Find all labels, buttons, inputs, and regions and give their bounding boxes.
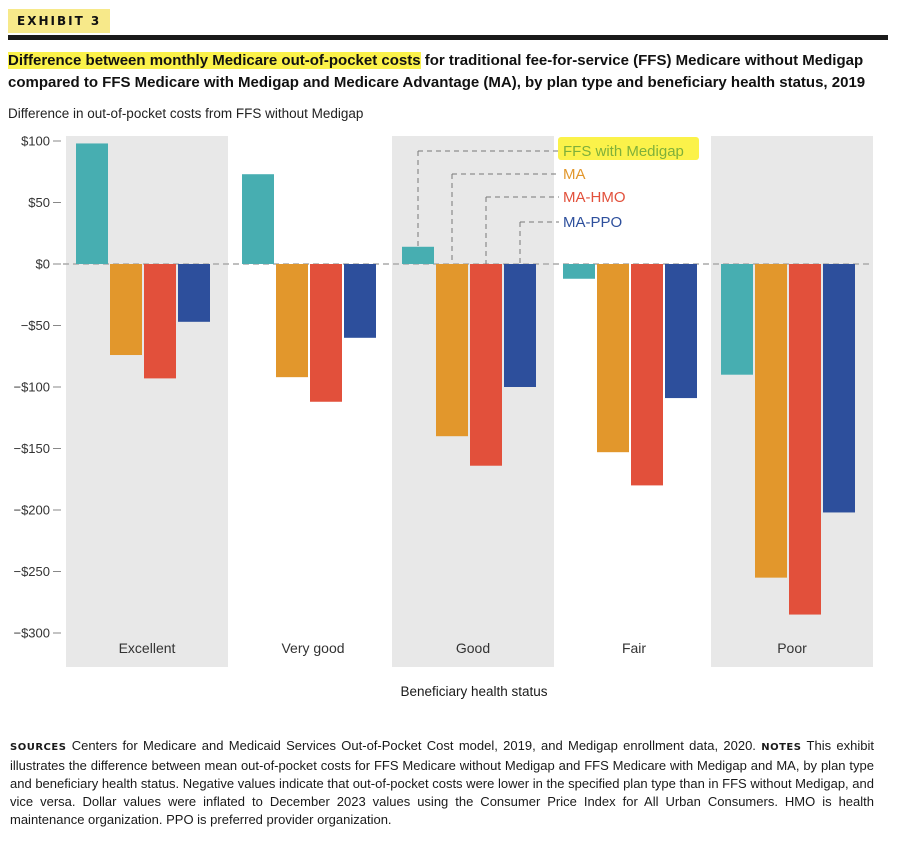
- bar-ffs-with-medigap-poor: [721, 264, 753, 375]
- exhibit-label: EXHIBIT 3: [8, 9, 111, 33]
- category-label: Very good: [281, 640, 344, 656]
- bar-ffs-with-medigap-good: [402, 246, 434, 264]
- title-rest: for traditional fee-for-service (FFS) Me…: [8, 52, 866, 91]
- y-tick-label: −$300: [13, 626, 50, 641]
- legend-label-ffs-with-medigap: FFS with Medigap: [563, 143, 684, 160]
- bar-ma-very-good: [276, 264, 308, 378]
- bar-ma-hmo-very-good: [310, 264, 342, 402]
- notes-label: NOTES: [761, 742, 802, 753]
- chart-subtitle: Difference in out-of-pocket costs from F…: [8, 106, 364, 121]
- y-tick-label: $50: [28, 195, 50, 210]
- title-highlight: Difference between monthly Medicare out-…: [8, 52, 421, 69]
- y-tick-label: −$200: [13, 503, 50, 518]
- bars: [76, 143, 855, 615]
- category-label: Good: [456, 640, 490, 656]
- y-tick-label: −$50: [21, 318, 50, 333]
- legend-label-ma-ppo: MA-PPO: [563, 214, 622, 231]
- bar-ma-ppo-very-good: [344, 264, 376, 338]
- y-tick-label: $100: [21, 134, 50, 149]
- bar-ma-hmo-good: [470, 264, 502, 466]
- legend-label-ma: MA: [563, 166, 586, 183]
- chart-title: Difference between monthly Medicare out-…: [8, 50, 888, 94]
- bar-ffs-with-medigap-excellent: [76, 143, 108, 264]
- category-label: Fair: [622, 640, 646, 656]
- bar-ma-hmo-fair: [631, 264, 663, 486]
- bar-ma-ppo-excellent: [178, 264, 210, 322]
- category-label: Poor: [777, 640, 807, 656]
- bar-ma-good: [436, 264, 468, 437]
- category-labels: Excellent Very good Good Fair Poor: [119, 640, 808, 656]
- sources-notes: SOURCES Centers for Medicare and Medicai…: [10, 737, 874, 829]
- legend-highlight: [558, 137, 699, 160]
- header-rule: [8, 35, 888, 40]
- category-label: Excellent: [119, 640, 176, 656]
- legend-callouts: FFS with Medigap MA MA-HMO MA-PPO: [417, 137, 699, 264]
- category-bands: [66, 136, 873, 667]
- bar-ma-ppo-good: [504, 264, 536, 387]
- legend-label-ma-hmo: MA-HMO: [563, 189, 626, 206]
- sources-text: Centers for Medicare and Medicaid Servic…: [66, 738, 762, 753]
- y-tick-label: $0: [36, 257, 50, 272]
- bar-ma-ppo-fair: [665, 264, 697, 399]
- bar-ffs-with-medigap-fair: [563, 264, 595, 279]
- x-axis-label: Beneficiary health status: [400, 684, 547, 699]
- y-axis: $100 $50 $0 −$50 −$100 −$150 −$200 −$250 −$300: [13, 134, 61, 641]
- bar-ffs-with-medigap-very-good: [242, 174, 274, 264]
- bar-ma-excellent: [110, 264, 142, 356]
- bar-ma-hmo-excellent: [144, 264, 176, 379]
- bar-chart: $100 $50 $0 −$50 −$100 −$150 −$200 −$250 −$300 E…: [13, 134, 873, 699]
- bar-ma-fair: [597, 264, 629, 453]
- y-tick-label: −$250: [13, 564, 50, 579]
- y-tick-label: −$150: [13, 441, 50, 456]
- sources-label: SOURCES: [10, 742, 67, 753]
- bar-ma-ppo-poor: [823, 264, 855, 513]
- notes-text: This exhibit illustrates the difference …: [10, 738, 874, 827]
- bar-ma-hmo-poor: [789, 264, 821, 615]
- bar-ma-poor: [755, 264, 787, 578]
- y-tick-label: −$100: [13, 380, 50, 395]
